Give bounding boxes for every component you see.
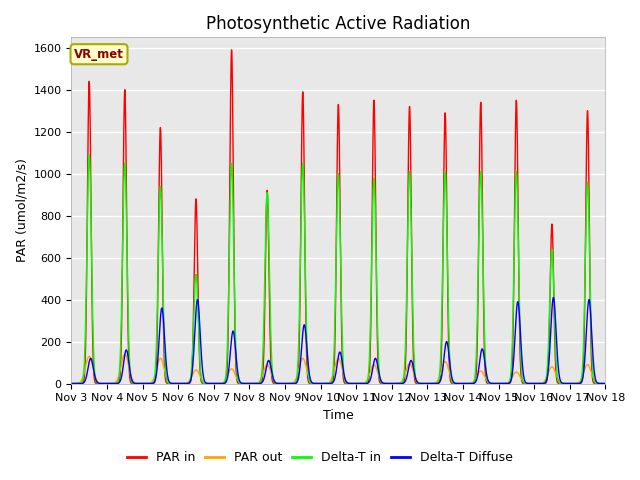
Delta-T in (493, 381, 501, 386)
Delta-T in (365, 359, 373, 364)
Delta-T in (554, 378, 562, 384)
Delta-T Diffuse (493, 381, 501, 386)
Delta-T Diffuse (216, 381, 224, 386)
PAR out (121, 351, 129, 357)
PAR in (493, 381, 501, 386)
PAR out (365, 372, 373, 378)
Delta-T in (85, 152, 93, 158)
Delta-T in (601, 381, 609, 386)
Delta-T in (569, 381, 577, 386)
Legend: PAR in, PAR out, Delta-T in, Delta-T Diffuse: PAR in, PAR out, Delta-T in, Delta-T Dif… (122, 446, 518, 469)
Line: Delta-T in: Delta-T in (72, 155, 605, 384)
Delta-T Diffuse (550, 295, 557, 300)
Delta-T in (216, 381, 224, 386)
Y-axis label: PAR (umol/m2/s): PAR (umol/m2/s) (15, 158, 28, 263)
PAR in (228, 47, 236, 53)
PAR in (68, 381, 76, 386)
Delta-T Diffuse (554, 362, 562, 368)
PAR out (68, 381, 76, 386)
Delta-T Diffuse (601, 381, 609, 386)
PAR out (216, 381, 224, 386)
Delta-T in (354, 381, 362, 386)
PAR in (601, 381, 609, 386)
X-axis label: Time: Time (323, 409, 354, 422)
Delta-T Diffuse (68, 381, 76, 386)
PAR in (354, 381, 362, 386)
PAR out (570, 381, 577, 386)
Line: Delta-T Diffuse: Delta-T Diffuse (72, 298, 605, 384)
PAR in (554, 380, 562, 386)
PAR out (354, 381, 362, 386)
PAR out (495, 381, 502, 386)
PAR in (569, 381, 577, 386)
PAR in (216, 381, 224, 386)
PAR out (493, 381, 501, 386)
PAR in (365, 372, 373, 378)
Line: PAR out: PAR out (72, 354, 605, 384)
Title: Photosynthetic Active Radiation: Photosynthetic Active Radiation (206, 15, 470, 33)
Delta-T Diffuse (365, 379, 373, 385)
Delta-T in (68, 381, 76, 386)
Delta-T Diffuse (569, 381, 577, 386)
Line: PAR in: PAR in (72, 50, 605, 384)
Text: VR_met: VR_met (74, 48, 124, 60)
PAR out (601, 381, 609, 386)
Delta-T Diffuse (353, 381, 361, 386)
PAR out (554, 377, 562, 383)
